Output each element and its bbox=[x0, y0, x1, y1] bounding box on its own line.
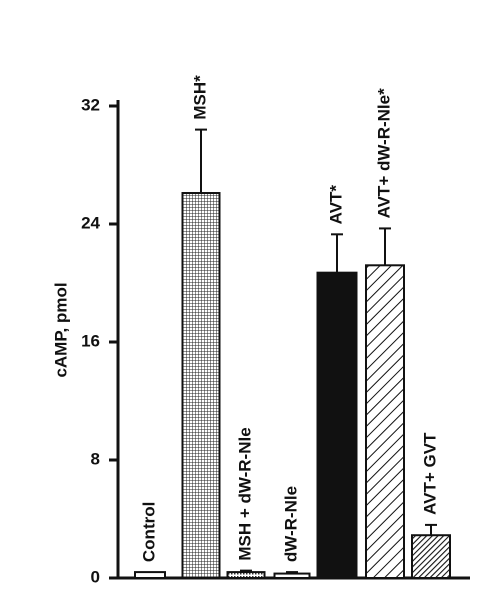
bar bbox=[365, 264, 405, 579]
bar bbox=[226, 571, 266, 579]
bar bbox=[181, 192, 221, 579]
bar-label: Control bbox=[139, 502, 158, 562]
bar bbox=[411, 534, 451, 579]
bar bbox=[134, 571, 166, 579]
bar-label: dW-R-Nle bbox=[281, 486, 300, 562]
y-tick-label: 16 bbox=[81, 331, 100, 350]
y-tick-label: 8 bbox=[91, 449, 100, 468]
bar-label: MSH* bbox=[190, 75, 209, 120]
y-axis-title: cAMP, pmol bbox=[51, 282, 70, 377]
bar bbox=[316, 271, 358, 579]
y-tick-label: 32 bbox=[81, 95, 100, 114]
bar-label: AVT+ GVT bbox=[420, 432, 439, 515]
bar-label: AVT+ dW-R-Nle* bbox=[374, 88, 393, 219]
bar-label: AVT* bbox=[326, 185, 345, 225]
bar bbox=[273, 572, 311, 580]
y-tick-label: 24 bbox=[81, 213, 100, 232]
bar-label: MSH + dW-R-Nle bbox=[235, 427, 254, 560]
y-tick-label: 0 bbox=[91, 567, 100, 586]
